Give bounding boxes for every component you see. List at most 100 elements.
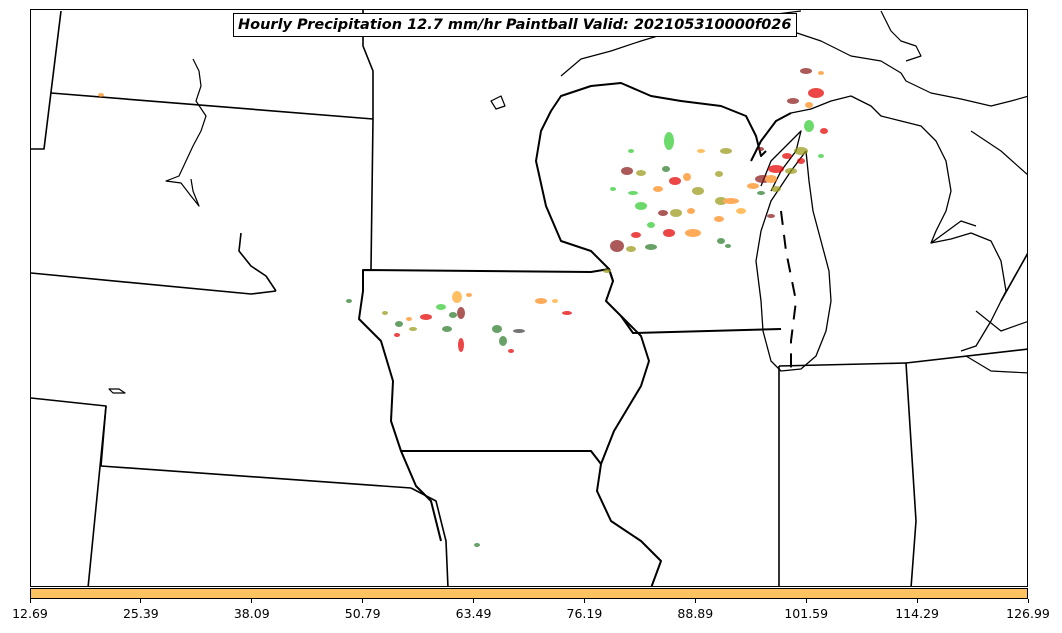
colorbar-tick <box>29 599 31 603</box>
precip-blob <box>636 170 646 176</box>
precip-blob <box>420 314 432 320</box>
colorbar-tick-label: 101.59 <box>784 606 829 621</box>
precip-blob <box>800 68 812 74</box>
precip-blob <box>513 329 525 333</box>
precip-blob <box>664 132 674 150</box>
precip-blob <box>436 304 446 310</box>
colorbar-tick-label: 12.69 <box>12 606 48 621</box>
colorbar-tick-label: 76.19 <box>566 606 603 621</box>
precip-blob <box>757 191 765 195</box>
map-canvas <box>31 10 1027 586</box>
colorbar-tick-label: 126.99 <box>1006 606 1050 621</box>
colorbar-tick-label: 63.49 <box>455 606 492 621</box>
lake-michigan-shore <box>790 95 1007 352</box>
colorbar-tick <box>362 599 364 603</box>
colorbar-tick <box>473 599 475 603</box>
precip-blob <box>645 244 657 250</box>
precip-blob <box>653 186 663 192</box>
lake-michigan-dashes <box>780 210 797 376</box>
precip-blob <box>787 98 799 104</box>
precip-blob <box>382 311 388 315</box>
precip-blob <box>808 88 824 98</box>
precip-blob <box>474 543 480 547</box>
precip-blob <box>747 183 759 189</box>
precip-blob <box>626 246 636 252</box>
isle-royale <box>490 95 506 110</box>
precip-blob <box>697 149 705 153</box>
precip-blob <box>631 232 641 238</box>
precip-blob <box>685 229 701 237</box>
precip-blob <box>720 148 732 154</box>
precip-blob <box>794 147 808 155</box>
state-borders <box>31 10 1027 586</box>
precip-blob <box>406 317 412 321</box>
small-lake <box>108 388 126 394</box>
precip-blob <box>687 208 695 214</box>
precip-blob <box>725 244 731 248</box>
colorbar-tick <box>694 599 696 603</box>
colorbar-tick-label: 25.39 <box>122 606 159 621</box>
precip-blob <box>603 269 611 273</box>
precip-blob <box>715 197 727 205</box>
precip-blob <box>717 238 725 244</box>
precip-blob <box>452 291 462 303</box>
precip-blob <box>663 229 675 237</box>
precip-blob <box>818 154 824 158</box>
colorbar <box>30 588 1028 599</box>
precip-blob <box>820 128 828 134</box>
map-title: Hourly Precipitation 12.7 mm/hr Paintbal… <box>233 13 797 37</box>
colorbar-tick-label: 88.89 <box>677 606 714 621</box>
precip-blob <box>768 165 784 173</box>
precip-blob <box>492 325 502 333</box>
precip-blob <box>635 202 647 210</box>
precip-blob <box>658 210 668 216</box>
precip-blob <box>621 167 633 175</box>
precip-blob <box>98 93 104 97</box>
precip-blob <box>562 311 572 315</box>
precip-blob <box>692 187 704 195</box>
precip-blob <box>449 312 457 318</box>
precip-blob <box>508 349 514 353</box>
dakota-border-west <box>238 232 277 292</box>
map-panel <box>30 9 1028 587</box>
colorbar-tick <box>805 599 807 603</box>
precip-blob <box>771 186 781 192</box>
colorbar-tick <box>583 599 585 603</box>
precip-blob <box>797 158 805 164</box>
precip-blob <box>805 102 813 108</box>
precip-blob <box>610 187 616 191</box>
precip-blob <box>535 298 547 304</box>
precip-blob <box>662 166 670 172</box>
precip-blob <box>628 191 638 195</box>
precip-blob <box>552 299 558 303</box>
lake-huron-shore <box>965 130 1027 374</box>
precip-blob <box>736 208 746 214</box>
precip-blob <box>782 153 792 159</box>
precip-blob <box>785 168 797 174</box>
precip-blob <box>466 293 472 297</box>
colorbar-tick <box>140 599 142 603</box>
colorbar-tick-label: 38.09 <box>233 606 270 621</box>
precip-blob <box>458 338 464 352</box>
michigan-lp-west-shore <box>755 150 832 372</box>
precip-blob <box>628 149 634 153</box>
precip-blob <box>670 209 682 217</box>
precip-blob <box>394 333 400 337</box>
precip-blob <box>499 336 507 346</box>
colorbar-tick <box>1027 599 1029 603</box>
colorbar-tick <box>916 599 918 603</box>
precip-blob <box>723 198 739 204</box>
precip-blob <box>804 120 814 132</box>
precip-blob <box>409 327 417 331</box>
precip-blob <box>669 177 681 185</box>
precip-blob <box>457 307 465 319</box>
precip-blob <box>715 171 723 177</box>
mississippi-river <box>165 58 207 207</box>
precip-blob <box>683 173 691 181</box>
precip-blob <box>758 147 764 151</box>
colorbar-tick <box>251 599 253 603</box>
major-borders <box>358 82 792 586</box>
precip-blob <box>767 214 775 218</box>
precip-blob <box>818 71 824 75</box>
precip-blob <box>610 240 624 252</box>
